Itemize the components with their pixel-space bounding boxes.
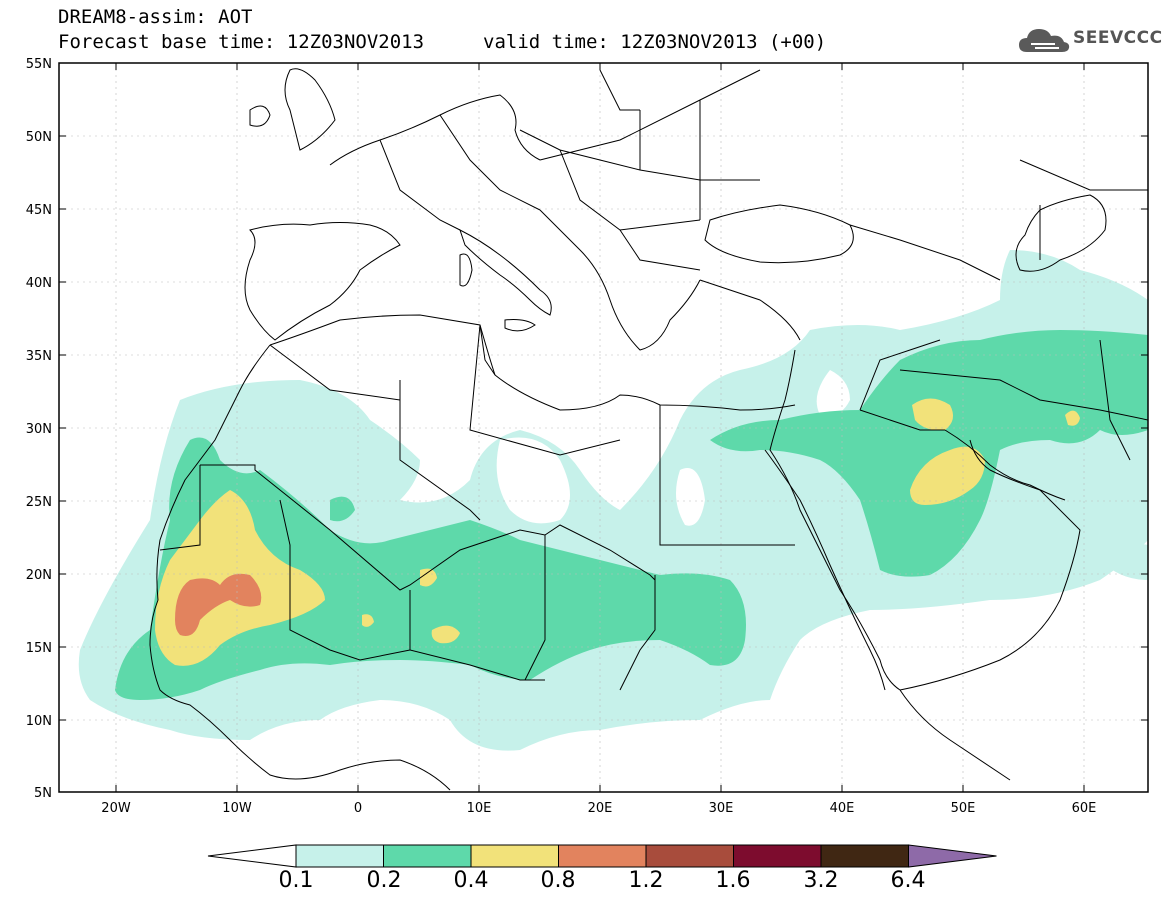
lat-label: 30N <box>26 422 52 437</box>
colorbar-segment <box>733 844 822 868</box>
cloud-icon <box>1019 29 1070 52</box>
colorbar-low-arrow <box>207 844 297 868</box>
lat-ticks <box>59 62 1148 793</box>
colorbar-segment <box>820 844 909 868</box>
colorbar-segment <box>470 844 559 868</box>
lon-label: 10W <box>222 801 252 816</box>
aot-layer-0.2 <box>115 330 1148 700</box>
lat-label: 15N <box>26 641 52 656</box>
lon-label: 20E <box>588 801 613 816</box>
colorbar <box>207 844 997 868</box>
valid-time: valid time: 12Z03NOV2013 (+00) <box>483 31 827 53</box>
forecast-base-time: Forecast base time: 12Z03NOV2013 <box>58 31 425 53</box>
colorbar-segment <box>558 844 647 868</box>
colorbar-segment <box>295 844 384 868</box>
colorbar-label: 0.1 <box>278 868 314 893</box>
lon-labels: 20W 10W 0 10E 20E 30E 40E 50E 60E <box>101 801 1096 816</box>
colorbar-label: 0.8 <box>540 868 576 893</box>
coastlines-and-borders <box>149 68 1148 791</box>
lon-ticks <box>115 63 1085 792</box>
lat-label: 25N <box>26 495 52 510</box>
lat-label: 45N <box>26 203 52 218</box>
colorbar-label: 3.2 <box>803 868 839 893</box>
lat-label: 35N <box>26 349 52 364</box>
lat-label: 40N <box>26 276 52 291</box>
map-title: DREAM8-assim: AOT <box>58 6 253 28</box>
lon-label: 20W <box>101 801 131 816</box>
colorbar-label: 0.2 <box>366 868 402 893</box>
colorbar-high-arrow <box>908 844 997 868</box>
colorbar-label: 6.4 <box>890 868 926 893</box>
lon-label: 40E <box>830 801 855 816</box>
lat-label: 55N <box>26 57 52 72</box>
lat-label: 5N <box>34 786 52 801</box>
colorbar-label: 1.2 <box>628 868 664 893</box>
graticule <box>59 63 1148 792</box>
colorbar-segment <box>383 844 472 868</box>
lon-label: 60E <box>1072 801 1097 816</box>
aot-layer-0.8 <box>175 573 262 636</box>
lat-labels: 55N 50N 45N 40N 35N 30N 25N 20N 15N 10N … <box>26 57 52 801</box>
lat-label: 50N <box>26 130 52 145</box>
lon-label: 10E <box>467 801 492 816</box>
lat-label: 20N <box>26 568 52 583</box>
lon-label: 0 <box>354 801 362 816</box>
lon-label: 50E <box>951 801 976 816</box>
lon-label: 30E <box>709 801 734 816</box>
seevccc-logo: SEEVCCC <box>1017 24 1162 58</box>
colorbar-segment <box>645 844 734 868</box>
colorbar-label: 1.6 <box>715 868 751 893</box>
logo-text: SEEVCCC <box>1073 28 1163 48</box>
colorbar-label: 0.4 <box>453 868 489 893</box>
lat-label: 10N <box>26 714 52 729</box>
